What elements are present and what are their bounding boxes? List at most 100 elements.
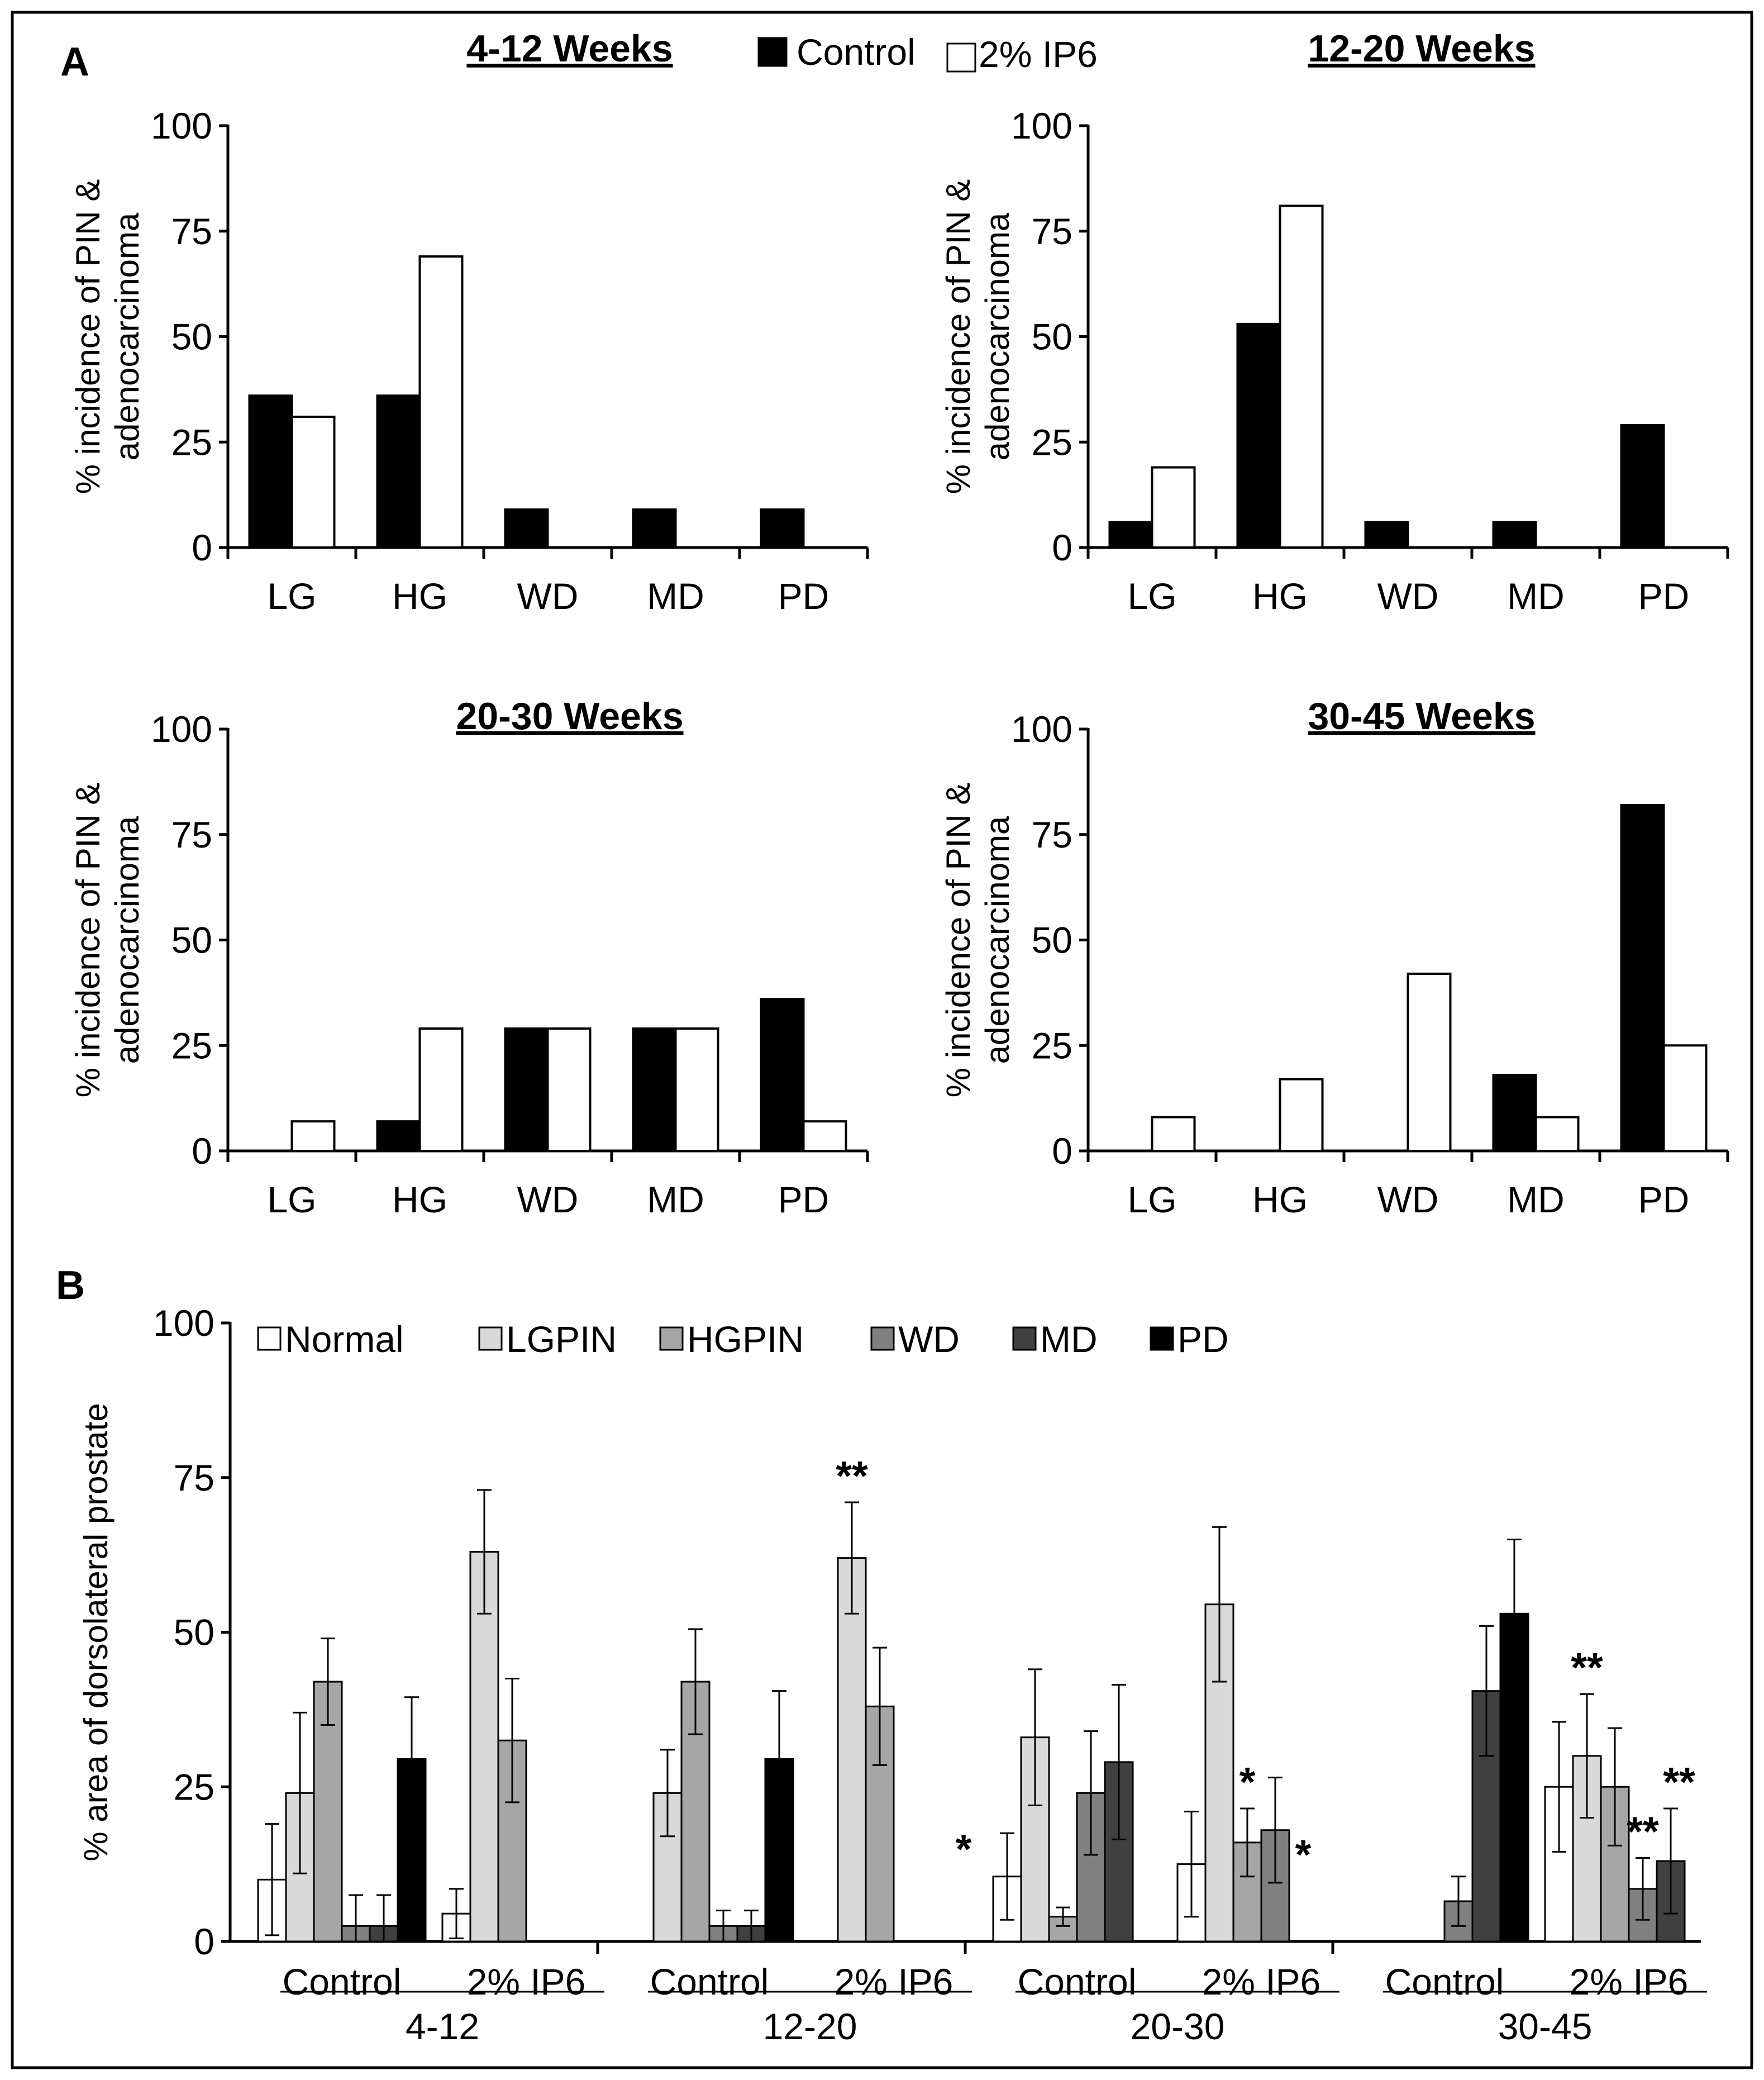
dorsolateral-period-label-4-12: 4-12 bbox=[406, 2006, 479, 2047]
dorsolateral-y-tick-label: 75 bbox=[174, 1457, 214, 1498]
30-45-weeks-y-tick-label: 50 bbox=[1032, 920, 1072, 961]
20-30-weeks-y-tick-label: 75 bbox=[171, 814, 212, 855]
legend-label-normal: Normal bbox=[285, 1319, 404, 1360]
20-30-weeks-y-axis-label: % incidence of PIN &adenocarcinoma bbox=[69, 783, 146, 1098]
significance-marker: ** bbox=[1627, 1808, 1659, 1855]
4-12-weeks-y-axis-label-line: % incidence of PIN & bbox=[69, 179, 107, 494]
bar-20-30-control-md bbox=[1104, 1761, 1134, 1943]
4-12-weeks-x-tick-label: MD bbox=[647, 575, 704, 617]
30-45-weeks-y-axis-label-line: % incidence of PIN & bbox=[940, 783, 977, 1098]
bar-12-20-2pct-ip6-lgpin bbox=[837, 1557, 867, 1943]
20-30-weeks-x-tick-label: PD bbox=[778, 1179, 829, 1220]
dorsolateral-y-axis-label: % area of dorsolateral prostate bbox=[77, 1403, 115, 1861]
12-20-weeks-bar-control-lg bbox=[1108, 521, 1153, 549]
legend-label-hgpin: HGPIN bbox=[687, 1319, 804, 1360]
dorsolateral-cluster-label-control: Control bbox=[1018, 1961, 1137, 2002]
dorsolateral-cluster-label-control: Control bbox=[1385, 1961, 1504, 2002]
12-20-weeks-bar-2pct-ip6-lg bbox=[1151, 466, 1196, 549]
12-20-weeks-x-tick-label: WD bbox=[1377, 575, 1439, 617]
20-30-weeks-x-tick-label: LG bbox=[267, 1179, 316, 1220]
dorsolateral-cluster-label-control: Control bbox=[650, 1961, 769, 2002]
20-30-weeks-bar-control-wd bbox=[504, 1027, 549, 1153]
dorsolateral-period-label-12-20: 12-20 bbox=[763, 2006, 857, 2047]
30-45-weeks-y-tick-label: 25 bbox=[1032, 1025, 1072, 1066]
30-45-weeks-x-tick-label: WD bbox=[1377, 1179, 1439, 1220]
4-12-weeks-y-tick-label: 50 bbox=[171, 316, 212, 358]
20-30-weeks-bar-2pct-ip6-hg bbox=[418, 1027, 464, 1153]
12-20-weeks-bar-control-hg bbox=[1236, 322, 1281, 549]
4-12-weeks-bar-control-md bbox=[632, 508, 677, 549]
legend-swatch-hgpin bbox=[659, 1326, 684, 1351]
30-45-weeks-x-tick-label: HG bbox=[1252, 1179, 1308, 1220]
20-30-weeks-bar-2pct-ip6-md bbox=[674, 1027, 719, 1153]
30-45-weeks-bar-2pct-ip6-lg bbox=[1151, 1116, 1196, 1152]
significance-marker: * bbox=[1239, 1759, 1256, 1805]
significance-marker: * bbox=[956, 1826, 972, 1872]
30-45-weeks-bar-2pct-ip6-pd bbox=[1662, 1044, 1708, 1152]
dorsolateral-y-tick-label: 100 bbox=[153, 1302, 214, 1344]
30-45-weeks-y-tick-label: 100 bbox=[1011, 708, 1072, 750]
12-20-weeks-x-tick-label: MD bbox=[1507, 575, 1565, 617]
12-20-weeks-bar-control-md bbox=[1492, 521, 1537, 549]
4-12-weeks-bar-control-wd bbox=[504, 508, 549, 549]
4-12-weeks-bar-control-lg bbox=[248, 394, 293, 549]
legend-label-pd: PD bbox=[1177, 1319, 1229, 1360]
12-20-weeks-y-tick-label: 0 bbox=[1052, 527, 1072, 568]
dorsolateral-cluster-label-2pct-ip6: 2% IP6 bbox=[467, 1961, 586, 2002]
legend-swatch-lgpin bbox=[478, 1326, 503, 1351]
dorsolateral-cluster-label-2pct-ip6: 2% IP6 bbox=[835, 1961, 953, 2002]
dorsolateral-period-label-30-45: 30-45 bbox=[1498, 2006, 1593, 2047]
20-30-weeks-y-axis-label-line: % incidence of PIN & bbox=[69, 783, 107, 1098]
20-30-weeks-bar-control-md bbox=[632, 1027, 677, 1153]
30-45-weeks-y-axis-label-line: adenocarcinoma bbox=[979, 816, 1016, 1064]
20-30-weeks-y-tick-label: 100 bbox=[151, 708, 212, 750]
dorsolateral-y-tick-label: 0 bbox=[194, 1921, 214, 1962]
significance-marker: * bbox=[1295, 1831, 1312, 1878]
30-45-weeks-bar-control-pd bbox=[1620, 803, 1665, 1152]
4-12-weeks-bar-2pct-ip6-hg bbox=[418, 255, 464, 549]
20-30-weeks-bar-2pct-ip6-lg bbox=[290, 1120, 336, 1153]
4-12-weeks-x-tick-label: HG bbox=[392, 575, 447, 617]
30-45-weeks-y-tick-label: 0 bbox=[1052, 1130, 1072, 1172]
20-30-weeks-bar-2pct-ip6-pd bbox=[802, 1120, 847, 1153]
30-45-weeks-y-axis-label: % incidence of PIN &adenocarcinoma bbox=[940, 783, 1016, 1098]
30-45-weeks-y-tick-label: 75 bbox=[1032, 814, 1072, 855]
bar-30-45-2pct-ip6-hgpin bbox=[1600, 1786, 1630, 1943]
panel-label-a: A bbox=[60, 40, 89, 84]
significance-marker: ** bbox=[1571, 1644, 1603, 1691]
20-30-weeks-y-tick-label: 50 bbox=[171, 920, 212, 961]
dorsolateral-cluster-label-control: Control bbox=[283, 1961, 402, 2002]
chart-30-45-weeks: 30-45 Weeks % incidence of PIN &adenocarc… bbox=[940, 695, 1729, 1220]
12-20-weeks-bar-control-wd bbox=[1364, 521, 1409, 549]
legend-label-lgpin: LGPIN bbox=[506, 1319, 617, 1360]
legend-label-wd: WD bbox=[898, 1319, 960, 1360]
20-30-weeks-bar-control-pd bbox=[760, 998, 805, 1152]
20-30-weeks-bar-2pct-ip6-wd bbox=[546, 1027, 592, 1153]
20-30-weeks-y-axis-label-line: adenocarcinoma bbox=[108, 816, 146, 1064]
4-12-weeks-y-tick-label: 75 bbox=[171, 211, 212, 252]
legend-swatch-pd bbox=[1150, 1326, 1174, 1351]
chart-12-20-weeks: 12-20 Weeks % incidence of PIN &adenocarc… bbox=[940, 27, 1729, 617]
legend-label-md: MD bbox=[1040, 1319, 1098, 1360]
legend-label-control: Control bbox=[797, 31, 916, 73]
30-45-weeks-bar-2pct-ip6-md bbox=[1534, 1116, 1580, 1152]
12-20-weeks-y-axis-label-line: adenocarcinoma bbox=[979, 212, 1016, 460]
4-12-weeks-y-axis-label: % incidence of PIN &adenocarcinoma bbox=[69, 179, 146, 494]
chart-20-30-weeks: 20-30 Weeks % incidence of PIN &adenocarc… bbox=[69, 695, 869, 1220]
20-30-weeks-x-tick-label: WD bbox=[517, 1179, 579, 1220]
12-20-weeks-bar-control-pd bbox=[1620, 424, 1665, 549]
legend-swatch-md bbox=[1012, 1326, 1037, 1351]
12-20-weeks-x-tick-label: LG bbox=[1127, 575, 1176, 617]
30-45-weeks-x-tick-label: PD bbox=[1638, 1179, 1690, 1220]
12-20-weeks-y-tick-label: 100 bbox=[1011, 105, 1072, 146]
legend-swatch-normal bbox=[257, 1326, 282, 1351]
12-20-weeks-title: 12-20 Weeks bbox=[1308, 27, 1535, 70]
4-12-weeks-y-tick-label: 100 bbox=[151, 105, 212, 146]
4-12-weeks-x-tick-label: WD bbox=[517, 575, 579, 617]
20-30-weeks-x-tick-label: HG bbox=[392, 1179, 447, 1220]
20-30-weeks-bar-control-hg bbox=[376, 1120, 421, 1153]
legend-panel-a: Control 2% IP6 bbox=[757, 31, 1098, 75]
dorsolateral-y-tick-label: 25 bbox=[174, 1766, 214, 1807]
20-30-weeks-title: 20-30 Weeks bbox=[456, 695, 683, 737]
12-20-weeks-bar-2pct-ip6-hg bbox=[1279, 204, 1324, 549]
